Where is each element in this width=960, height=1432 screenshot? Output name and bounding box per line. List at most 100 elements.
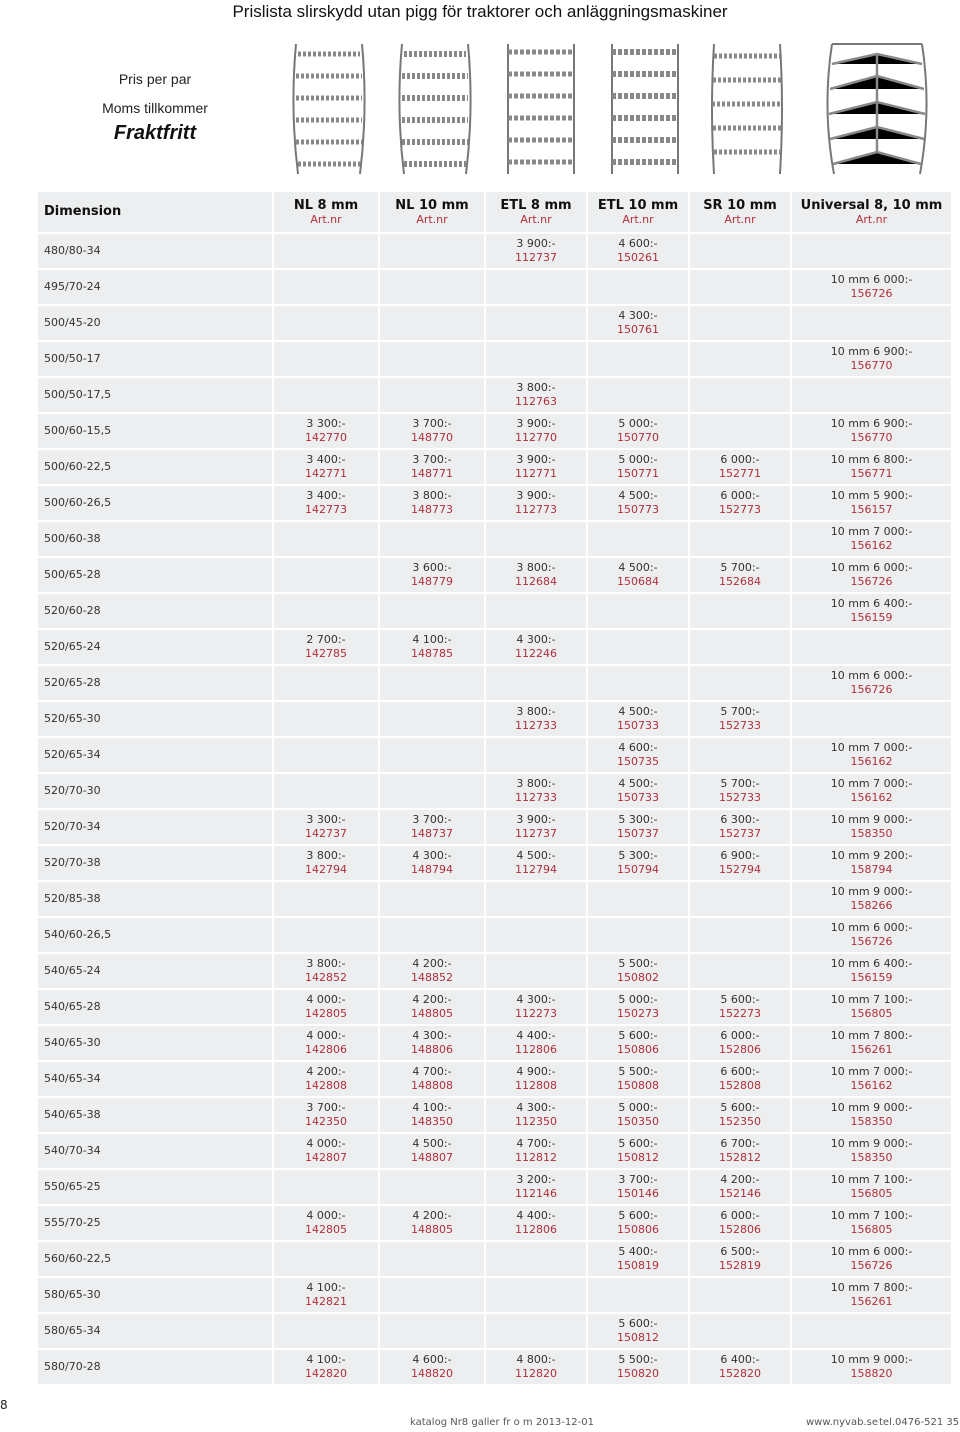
price-cell: 6 000:- 152806: [690, 1206, 790, 1240]
art-number: 156805: [850, 1223, 893, 1236]
price-cell: [380, 522, 484, 556]
price: 10 mm 9 000:-: [830, 813, 913, 826]
dimension-cell: 520/65-28: [38, 666, 272, 700]
website-text: www.nyvab.se: [806, 1417, 878, 1428]
price-cell: 6 500:- 152819: [690, 1242, 790, 1276]
art-number: 150806: [617, 1043, 659, 1056]
price: 3 900:-: [516, 237, 556, 250]
price: 10 mm 7 100:-: [830, 1209, 913, 1222]
dimension-cell: 540/60-26,5: [38, 918, 272, 952]
price-cell: 10 mm 9 000:- 158350: [792, 810, 951, 844]
art-number: 156162: [850, 539, 893, 552]
price-cell: 5 700:- 152733: [690, 774, 790, 808]
price: 2 700:-: [306, 633, 346, 646]
price-cell: 3 600:- 148779: [380, 558, 484, 592]
art-number: 156157: [850, 503, 893, 516]
price: 10 mm 6 900:-: [830, 345, 913, 358]
column-header: Universal 8, 10 mm Art.nr: [792, 192, 951, 232]
price: 4 300:-: [412, 1029, 452, 1042]
art-number: 112146: [515, 1187, 557, 1200]
price-cell: 2 700:- 142785: [274, 630, 378, 664]
table-row: 580/65-30 4 100:- 142821 10 mm 7 800:- 15626…: [38, 1278, 951, 1312]
price-cell: [588, 378, 688, 412]
price: 3 300:-: [306, 813, 346, 826]
price-cell: 3 800:- 112763: [486, 378, 586, 412]
price: 10 mm 9 000:-: [830, 1353, 913, 1366]
art-number: 152350: [719, 1115, 761, 1128]
art-number: 152684: [719, 575, 761, 588]
price-cell: [588, 270, 688, 304]
price: 5 000:-: [618, 417, 658, 430]
price-cell: 10 mm 6 400:- 156159: [792, 594, 951, 628]
price-cell: [792, 1314, 951, 1348]
price-cell: [486, 306, 586, 340]
art-number: 112806: [515, 1223, 557, 1236]
art-number: 152812: [719, 1151, 761, 1164]
price-cell: 5 500:- 150802: [588, 954, 688, 988]
art-number: 148770: [411, 431, 453, 444]
price-cell: [588, 1278, 688, 1312]
price-cell: 10 mm 5 900:- 156157: [792, 486, 951, 520]
price: 10 mm 7 000:-: [830, 525, 913, 538]
price-cell: [588, 918, 688, 952]
dimension-cell: 500/50-17: [38, 342, 272, 376]
art-nr-label: Art.nr: [622, 212, 654, 226]
price: 3 700:-: [412, 453, 452, 466]
art-number: 152273: [719, 1007, 761, 1020]
price-note: Pris per par: [118, 71, 192, 87]
price: 10 mm 6 900:-: [830, 417, 913, 430]
price-cell: 3 900:- 112773: [486, 486, 586, 520]
price-cell: [486, 522, 586, 556]
price-cell: 5 000:- 150771: [588, 450, 688, 484]
column-name: NL 8 mm: [293, 197, 359, 213]
table-row: 500/65-28 3 600:- 148779 3 800:- 112684 4 500…: [38, 558, 951, 592]
price-cell: [380, 738, 484, 772]
dimension-cell: 500/60-15,5: [38, 414, 272, 448]
art-number: 150733: [617, 791, 659, 804]
price-cell: [380, 1170, 484, 1204]
price: 6 000:-: [720, 1209, 760, 1222]
price-cell: 5 600:- 152273: [690, 990, 790, 1024]
price-cell: 4 300:- 148806: [380, 1026, 484, 1060]
price-cell: 4 100:- 142821: [274, 1278, 378, 1312]
column-header: NL 8 mm Art.nr: [274, 192, 378, 232]
price: 5 600:-: [618, 1317, 658, 1330]
art-number: 142350: [305, 1115, 347, 1128]
art-number: 150733: [617, 719, 659, 732]
art-number: 150261: [617, 251, 659, 264]
price-cell: 4 000:- 142806: [274, 1026, 378, 1060]
price-cell: [690, 1314, 790, 1348]
art-number: 142820: [305, 1367, 347, 1380]
dimension-cell: 520/65-34: [38, 738, 272, 772]
art-number: 152146: [719, 1187, 761, 1200]
price: 5 600:-: [618, 1209, 658, 1222]
price: 4 200:-: [720, 1173, 760, 1186]
price-cell: 5 700:- 152684: [690, 558, 790, 592]
price: 10 mm 7 100:-: [830, 993, 913, 1006]
price: 10 mm 9 000:-: [830, 1101, 913, 1114]
price: 10 mm 7 800:-: [830, 1029, 913, 1042]
table-row: 500/50-17,5 3 800:- 112763: [38, 378, 951, 412]
price: 4 200:-: [412, 993, 452, 1006]
art-number: 112808: [515, 1079, 557, 1092]
price-cell: 6 000:- 152806: [690, 1026, 790, 1060]
price-cell: [588, 594, 688, 628]
price-cell: 4 300:- 148794: [380, 846, 484, 880]
price-cell: [274, 1242, 378, 1276]
price: 4 500:-: [618, 705, 658, 718]
price: 10 mm 7 000:-: [830, 741, 913, 754]
art-number: 142785: [305, 647, 347, 660]
price: 6 000:-: [720, 489, 760, 502]
vat-note: Moms tillkommer: [102, 100, 208, 116]
price: 6 300:-: [720, 813, 760, 826]
price-cell: 5 000:- 150350: [588, 1098, 688, 1132]
dimension-cell: 540/65-24: [38, 954, 272, 988]
chain-sr10-image: [711, 43, 783, 175]
price-cell: 4 300:- 112246: [486, 630, 586, 664]
art-number: 150820: [617, 1367, 659, 1380]
price-cell: 10 mm 6 000:- 156726: [792, 918, 951, 952]
price: 10 mm 5 900:-: [830, 489, 913, 502]
price: 4 300:-: [516, 633, 556, 646]
price-cell: 4 000:- 142805: [274, 990, 378, 1024]
art-number: 112812: [515, 1151, 557, 1164]
